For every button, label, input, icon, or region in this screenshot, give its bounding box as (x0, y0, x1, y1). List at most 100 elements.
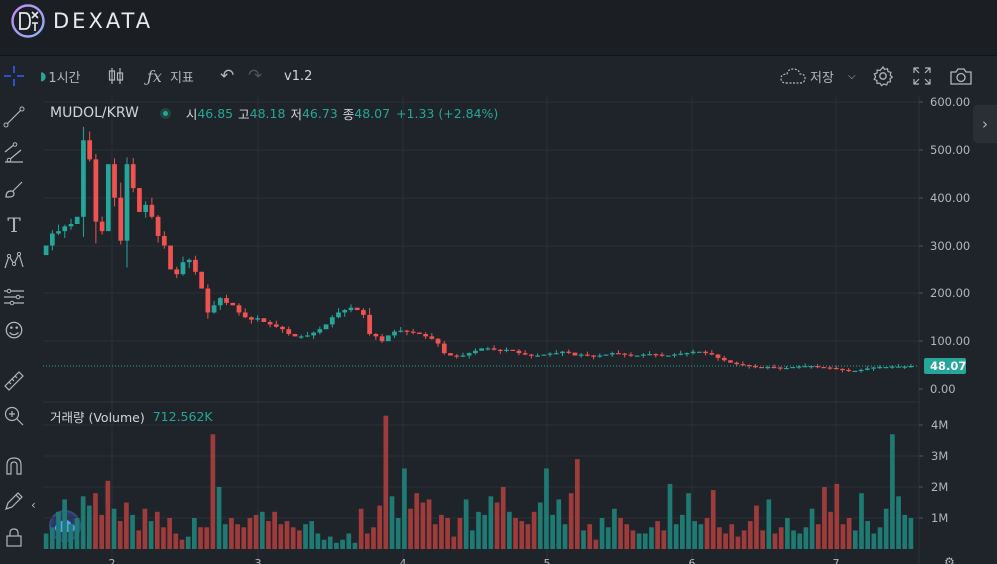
screenshot-button[interactable] (949, 57, 973, 95)
time-tick-label: 2 (109, 557, 116, 564)
volume-bar (896, 496, 901, 549)
volume-label[interactable]: 거래량 (Volume) (50, 409, 145, 425)
candle-body (255, 318, 261, 320)
magnet-icon (6, 457, 22, 475)
volume-bar (871, 533, 877, 549)
dexata-logo-icon[interactable] (10, 3, 46, 39)
candle-body (124, 164, 130, 241)
pattern-tool[interactable] (0, 247, 28, 275)
zoom-tool[interactable] (0, 402, 28, 430)
price-tick-label: 400.00 (930, 191, 970, 205)
magnet-tool[interactable] (0, 452, 28, 480)
volume-bar (859, 493, 864, 549)
interval-label: 1시간 (48, 70, 81, 86)
volume-bar (785, 518, 790, 549)
volume-bar (581, 530, 586, 549)
version-label: v1.2 (284, 68, 313, 84)
volume-bar (303, 524, 308, 549)
volume-bar (828, 511, 833, 549)
lock-tool[interactable] (0, 523, 28, 551)
candle-body (149, 204, 155, 217)
candle-body (647, 354, 652, 356)
save-dropdown-button[interactable]: ⌵ (848, 57, 856, 95)
low-value: 46.73 (301, 105, 338, 121)
price-chart[interactable]: 2 3 4 5 6 7 (42, 96, 922, 564)
prediction-tool[interactable] (0, 283, 28, 311)
fib-tool[interactable] (0, 139, 28, 167)
redo-button[interactable]: ↷ (248, 57, 262, 95)
settings-icon: ⚙ (944, 555, 955, 564)
volume-tick-label: 1M (931, 511, 948, 525)
volume-bar (642, 533, 648, 549)
undo-icon: ↶ (220, 66, 235, 86)
candle-body (696, 351, 702, 353)
candle-body (746, 365, 752, 367)
volume-bar (439, 514, 444, 549)
volume-bar (49, 527, 55, 549)
right-panel-toggle[interactable]: › (973, 105, 997, 143)
parallel-lines-icon (4, 142, 23, 163)
candle-body (81, 140, 86, 217)
candle-body (205, 288, 211, 313)
text-tool[interactable]: T (0, 211, 28, 239)
last-price-badge (924, 358, 966, 375)
drawing-mode-tool[interactable] (0, 487, 28, 515)
volume-bar (852, 530, 858, 549)
price-tick-label: 200.00 (930, 286, 970, 300)
ruler-tool[interactable] (0, 367, 28, 395)
undo-button[interactable]: ↶ (220, 57, 234, 95)
candle-body (827, 367, 833, 369)
volume-bar (161, 527, 166, 549)
volume-bar (507, 511, 512, 549)
volume-bar (457, 518, 463, 549)
indicators-button[interactable]: ƒ𝑥 지표 (147, 57, 194, 95)
volume-bar (822, 487, 827, 549)
volume-bar (420, 502, 426, 549)
fullscreen-button[interactable] (912, 57, 932, 95)
save-button[interactable]: 저장 (780, 57, 834, 95)
volume-bar (272, 511, 277, 549)
candle-body (199, 271, 205, 289)
candle-body (367, 314, 372, 334)
volume-bar (402, 468, 407, 549)
volume-bar (80, 496, 86, 549)
volume-bar (890, 434, 895, 549)
volume-tick-label: 3M (931, 449, 948, 463)
volume-bar (93, 493, 98, 549)
candle-body (784, 367, 789, 370)
volume-bar (364, 533, 370, 549)
candle-body (653, 354, 659, 356)
volume-bar (550, 514, 555, 549)
candle-body (56, 231, 61, 234)
price-tick-label: 0.00 (930, 382, 956, 396)
interval-icon: ◗ (40, 69, 47, 83)
camera-icon (950, 68, 972, 85)
volume-bar (803, 527, 809, 549)
crosshair-tool-button[interactable] (0, 57, 28, 95)
settings-button[interactable] (872, 57, 894, 95)
interval-button[interactable]: ◗ 1시간 (40, 57, 81, 95)
volume-bar (259, 511, 265, 549)
trend-line-tool[interactable] (0, 103, 28, 131)
time-axis[interactable]: 2 3 4 5 6 7 (109, 557, 840, 564)
candle-body (560, 351, 565, 354)
chart-type-button[interactable] (106, 57, 126, 95)
volume-bar (741, 530, 747, 549)
volume-bar (815, 524, 821, 549)
candle-body (217, 298, 223, 306)
collapse-toolbar-button[interactable]: ‹ (31, 498, 36, 512)
candle-body (62, 226, 68, 232)
candle-body (709, 353, 715, 355)
lock-icon (6, 528, 22, 547)
ruler-icon (4, 371, 24, 391)
candle-body (280, 326, 285, 330)
emoji-tool[interactable]: ☺ (0, 317, 28, 345)
candle-body (311, 332, 316, 336)
low-label: 저 (290, 106, 302, 122)
candle-body (578, 354, 584, 356)
symbol-name[interactable]: MUDOL/KRW (50, 105, 139, 121)
brush-tool[interactable] (0, 175, 28, 203)
volume-bar (760, 530, 766, 549)
volume-bar (747, 521, 753, 549)
volume-bar (445, 518, 450, 549)
